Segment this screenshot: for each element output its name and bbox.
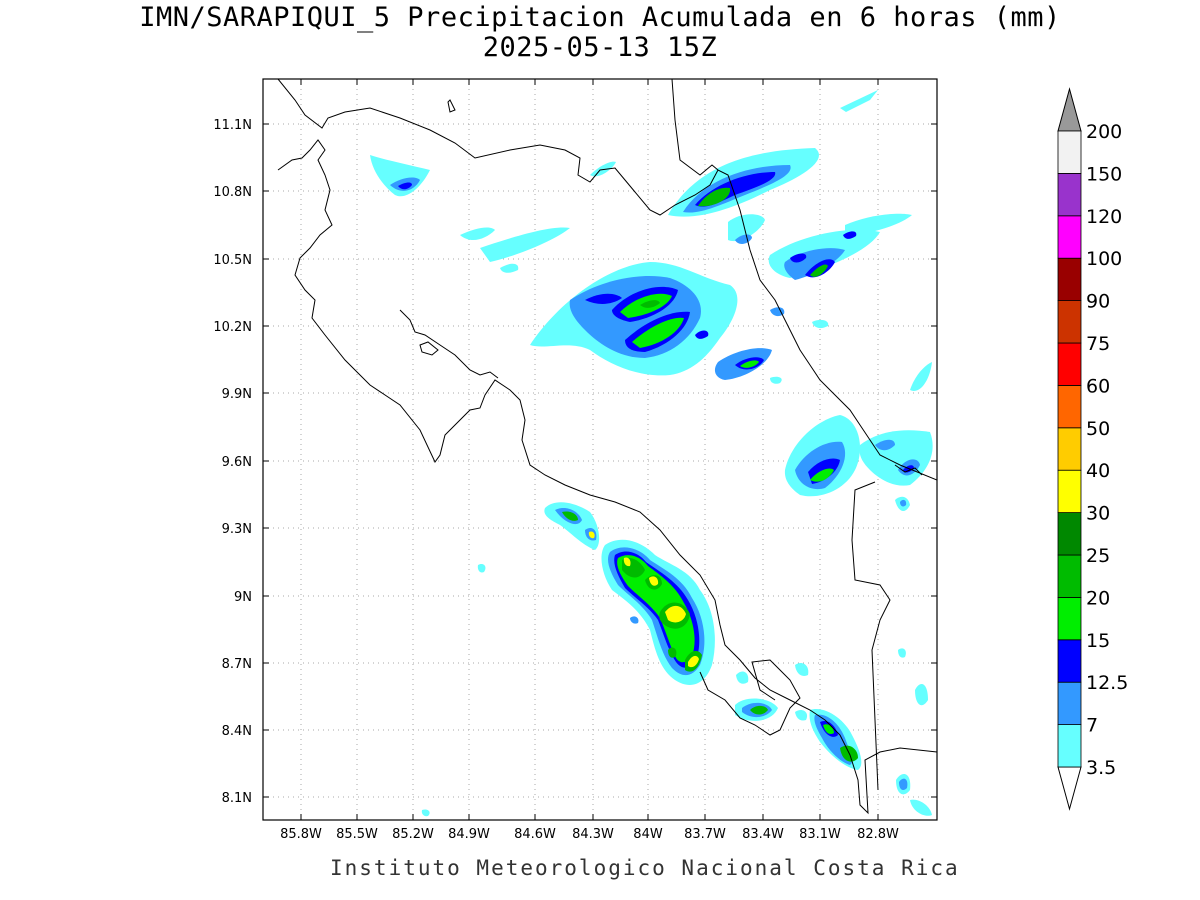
lat-label: 9.3N [222,522,252,537]
colorbar-level-label: 100 [1086,248,1122,270]
lon-label: 85.5W [336,827,378,842]
colorbar-level-label: 25 [1086,545,1110,567]
axis-ticks [263,79,937,820]
lat-label: 11.1N [213,118,252,133]
colorbar-swatch [1057,681,1082,726]
colorbar-swatch [1057,130,1082,174]
lat-label: 10.8N [213,185,252,200]
colorbar-top-arrow [1057,87,1082,132]
lat-label: 8.7N [222,657,252,672]
lon-label: 84.9W [448,827,490,842]
precip-cell-central [530,262,829,384]
precip-cell-northwest [370,155,570,273]
colorbar-level-label: 20 [1086,587,1110,609]
colorbar-level-label: 50 [1086,418,1110,440]
colorbar-level-label: 3.5 [1086,757,1116,779]
colorbar-legend: 3.5 7 12.5 15 20 25 30 40 50 60 75 90 100 120 150 200 [1057,87,1128,811]
lon-label: 84.3W [572,827,614,842]
colorbar-swatch [1057,639,1082,683]
colorbar-level-label: 30 [1086,503,1110,525]
lon-label: 84W [633,827,663,842]
colorbar-swatch [1057,554,1082,598]
colorbar-swatch [1057,427,1082,471]
lon-label: 83.7W [684,827,726,842]
colorbar-level-label: 200 [1086,121,1122,143]
coastline-borders [277,79,937,815]
lon-label: 84.6W [514,827,556,842]
colorbar-swatch [1057,257,1082,302]
map-title: IMN/SARAPIQUI_5 Precipitacion Acumulada … [139,2,1061,33]
colorbar-level-label: 60 [1086,375,1110,397]
lon-label: 83.1W [799,827,841,842]
lon-label: 85.8W [280,827,322,842]
precip-cell-south-pacific [421,502,932,817]
lat-label: 8.4N [222,724,252,739]
colorbar-swatch [1057,469,1082,514]
colorbar-level-label: 7 [1086,715,1098,737]
footer-credit: Instituto Meteorologico Nacional Costa R… [330,856,960,880]
colorbar-level-label: 15 [1086,630,1110,652]
colorbar-swatch [1057,384,1082,429]
latitude-labels: 11.1N 10.8N 10.5N 10.2N 9.9N 9.6N 9.3N 9… [213,118,252,806]
colorbar-swatch [1057,597,1082,641]
colorbar-level-label: 40 [1086,460,1110,482]
lat-label: 10.5N [213,253,252,268]
lat-label: 10.2N [213,320,252,335]
colorbar-swatch [1057,215,1082,259]
colorbar-bottom-arrow [1057,766,1082,811]
lon-label: 85.2W [392,827,434,842]
lat-label: 9.6N [222,455,252,470]
longitude-labels: 85.8W 85.5W 85.2W 84.9W 84.6W 84.3W 84W … [280,827,899,842]
colorbar-level-label: 75 [1086,333,1110,355]
colorbar-swatch [1057,512,1082,556]
colorbar-level-label: 12.5 [1086,672,1128,694]
lat-label: 9N [234,590,252,605]
colorbar-swatch [1057,724,1082,768]
colorbar-level-label: 150 [1086,163,1122,185]
colorbar-swatch [1057,172,1082,217]
map-subtitle-date: 2025-05-13 15Z [482,32,718,63]
colorbar-level-label: 120 [1086,206,1122,228]
lat-label: 9.9N [222,387,252,402]
precipitation-shading [370,90,933,817]
precip-cell-caribbean [784,362,933,512]
colorbar-swatch [1057,300,1082,344]
lon-label: 82.8W [857,827,899,842]
colorbar-level-label: 90 [1086,291,1110,313]
colorbar-swatch [1057,342,1082,386]
lat-label: 8.1N [222,791,252,806]
lon-label: 83.4W [742,827,784,842]
